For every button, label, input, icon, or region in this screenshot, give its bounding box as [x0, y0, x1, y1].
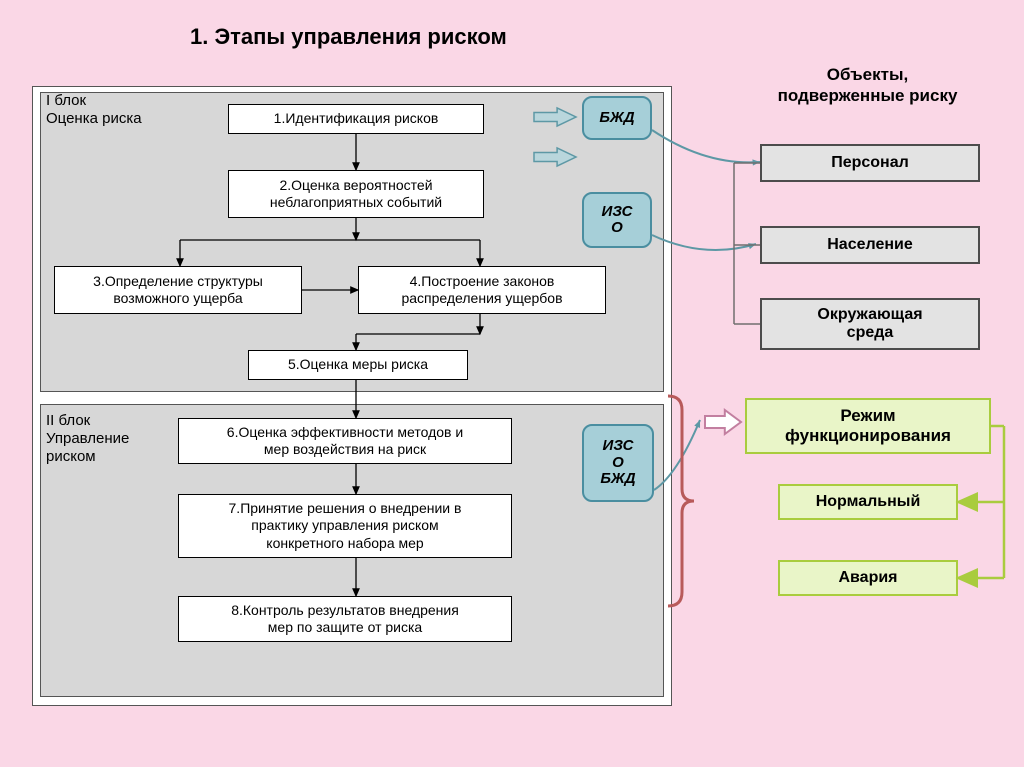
- callout-izso2: ИЗСОБЖД: [582, 424, 654, 502]
- node-8: 8.Контроль результатов внедрениямер по з…: [178, 596, 512, 642]
- obj-personnel: Персонал: [760, 144, 980, 182]
- mode-box: Режимфункционирования: [745, 398, 991, 454]
- block2-label: II блокУправлениериском: [46, 412, 129, 466]
- node-7: 7.Принятие решения о внедрении впрактику…: [178, 494, 512, 558]
- mode-normal: Нормальный: [778, 484, 958, 520]
- callout-izso1: ИЗСО: [582, 192, 652, 248]
- node-1: 1.Идентификация рисков: [228, 104, 484, 134]
- node-2: 2.Оценка вероятностейнеблагоприятных соб…: [228, 170, 484, 218]
- page-title: 1. Этапы управления риском: [190, 24, 507, 50]
- node-6: 6.Оценка эффективности методов имер возд…: [178, 418, 512, 464]
- objects-subtitle: Объекты,подверженные риску: [745, 64, 990, 107]
- obj-environment: Окружающаясреда: [760, 298, 980, 350]
- obj-population: Население: [760, 226, 980, 264]
- block1-box: [40, 92, 664, 392]
- block1-label: I блокОценка риска: [46, 92, 142, 128]
- mode-accident: Авария: [778, 560, 958, 596]
- canvas: 1. Этапы управления риском I блокОценка …: [0, 0, 1024, 767]
- node-5: 5.Оценка меры риска: [248, 350, 468, 380]
- node-3: 3.Определение структурывозможного ущерба: [54, 266, 302, 314]
- callout-bzhd: БЖД: [582, 96, 652, 140]
- node-4: 4.Построение законовраспределения ущербо…: [358, 266, 606, 314]
